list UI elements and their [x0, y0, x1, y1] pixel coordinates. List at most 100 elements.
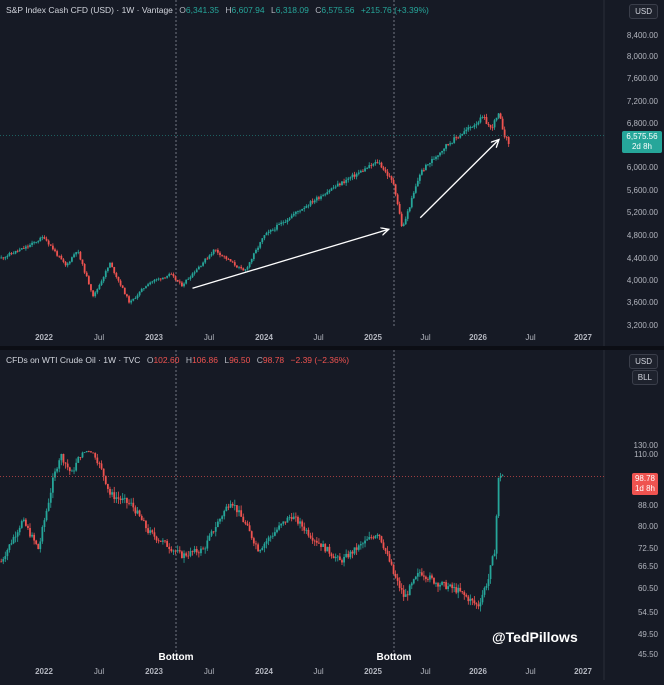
y-tick-label: 4,000.00 — [627, 276, 659, 285]
candle-body — [252, 538, 255, 544]
candle-body — [138, 291, 141, 296]
oil-chart-pane[interactable]: 130.00110.0098.0088.0080.0072.5066.5060.… — [0, 350, 664, 680]
candle-body — [246, 267, 249, 270]
candle-body — [408, 207, 411, 212]
candle-body — [489, 125, 492, 128]
candle-body — [386, 171, 389, 176]
y-tick-label: 7,600.00 — [627, 74, 659, 83]
candle-body — [336, 183, 339, 187]
candle-body — [290, 517, 293, 520]
candle-body — [248, 262, 251, 268]
x-tick-label: 2024 — [255, 333, 273, 342]
candle-body — [151, 530, 154, 533]
candle-body — [60, 453, 63, 461]
y-tick-label: 4,400.00 — [627, 254, 659, 263]
candle-body — [274, 532, 276, 536]
candle-body — [284, 521, 287, 523]
candle-body — [330, 553, 333, 557]
candle-body — [274, 229, 276, 231]
oil-currency-button[interactable]: USD — [629, 354, 658, 369]
y-tick-label: 8,000.00 — [627, 52, 659, 61]
x-tick-label: 2025 — [364, 667, 382, 676]
candle-body — [225, 256, 228, 259]
candle-body — [267, 537, 270, 542]
oil-unit-button[interactable]: BLL — [631, 370, 658, 385]
sp500-chart[interactable]: 8,400.00 8,000.00 7,600.00 7,200.00 6,800.00… — [0, 0, 664, 346]
candle-body — [378, 162, 381, 164]
candle-body — [66, 463, 69, 468]
candle-body — [396, 577, 399, 581]
candle-body — [43, 237, 46, 239]
candle-body — [47, 240, 50, 245]
candle-body — [157, 540, 160, 542]
candle-body — [392, 564, 395, 574]
candle-body — [374, 535, 377, 539]
candle-body — [422, 575, 425, 577]
candle-body — [104, 271, 107, 278]
candle-body — [41, 527, 44, 542]
candle-body — [157, 278, 160, 280]
oil-close: 98.78 — [262, 355, 285, 365]
candle-body — [14, 536, 17, 538]
candle-body — [439, 584, 441, 587]
candle-body — [121, 285, 124, 288]
candle-body — [142, 520, 145, 522]
candle-body — [255, 249, 257, 254]
candle-body — [487, 579, 490, 586]
candle-body — [322, 544, 325, 547]
oil-chart[interactable]: 130.00110.0098.0088.0080.0072.5066.5060.… — [0, 350, 664, 680]
candle-body — [357, 172, 360, 174]
candle-body — [286, 517, 289, 523]
candle-body — [238, 266, 240, 268]
x-tick-label: 2026 — [469, 333, 487, 342]
y-tick-label: 66.50 — [638, 562, 659, 571]
candles — [0, 450, 504, 612]
candle-body — [330, 188, 333, 191]
candle-body — [370, 165, 373, 166]
candle-body — [297, 211, 299, 212]
sp500-low: 6,318.09 — [275, 5, 309, 15]
candle-body — [392, 179, 395, 185]
candle-body — [394, 573, 397, 578]
candle-body — [326, 192, 329, 195]
pane-divider[interactable] — [0, 346, 664, 350]
candle-body — [200, 548, 202, 554]
candle-body — [71, 257, 73, 262]
candle-body — [347, 553, 350, 558]
candle-body — [501, 118, 504, 130]
y-tick-label: 88.00 — [638, 501, 659, 510]
oil-last-price-tag: 98.78 1d 8h — [632, 473, 658, 495]
candle-body — [214, 526, 217, 532]
candle-body — [305, 206, 308, 208]
candle-body — [149, 282, 152, 285]
candle-body — [437, 583, 439, 587]
candle-body — [51, 477, 54, 493]
candle-body — [368, 165, 371, 169]
candle-body — [499, 475, 502, 478]
candle-body — [318, 542, 320, 544]
candle-body — [246, 523, 249, 526]
candle-body — [431, 158, 433, 163]
sp500-currency-button[interactable]: USD — [629, 4, 658, 19]
candle-body — [372, 537, 375, 539]
candle-body — [463, 592, 466, 595]
candle-body — [269, 229, 272, 232]
candle-body — [388, 175, 391, 177]
candle-body — [429, 162, 431, 165]
candle-body — [493, 553, 496, 557]
candle-body — [320, 196, 322, 199]
bottom-annotation: Bottom — [159, 652, 194, 663]
candle-body — [94, 292, 97, 297]
candle-body — [43, 520, 46, 528]
candle-body — [257, 544, 259, 552]
candle-body — [64, 462, 67, 464]
candle-body — [136, 510, 139, 514]
candle-body — [481, 594, 484, 603]
candle-body — [328, 546, 331, 554]
watermark: @TedPillows — [492, 629, 578, 645]
candle-body — [174, 276, 177, 280]
candle-body — [142, 288, 145, 290]
candle-body — [18, 527, 21, 533]
sp500-chart-pane[interactable]: 8,400.00 8,000.00 7,600.00 7,200.00 6,800.00… — [0, 0, 664, 346]
candle-body — [410, 198, 413, 208]
